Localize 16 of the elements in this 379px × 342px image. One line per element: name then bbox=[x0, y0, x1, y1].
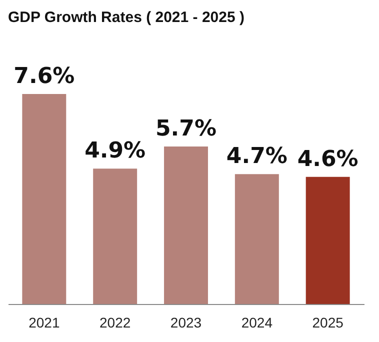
data-label: 7.6% bbox=[14, 64, 75, 89]
x-tick-label: 2025 bbox=[312, 314, 344, 330]
bar bbox=[234, 174, 279, 304]
bar bbox=[93, 168, 138, 304]
data-label: 4.9% bbox=[84, 138, 146, 164]
bar bbox=[306, 176, 350, 304]
data-label: 5.7% bbox=[155, 116, 217, 142]
x-tick-label: 2022 bbox=[100, 314, 131, 330]
x-tick-label: 2023 bbox=[170, 314, 202, 330]
data-label: 4.6% bbox=[297, 146, 358, 172]
bar bbox=[164, 146, 208, 304]
x-tick-label: 2024 bbox=[241, 314, 273, 330]
bar bbox=[22, 94, 66, 304]
data-label: 4.7% bbox=[226, 144, 288, 170]
x-tick-label: 2021 bbox=[28, 314, 60, 330]
chart-title: GDP Growth Rates ( 2021 - 2025 ) bbox=[8, 9, 244, 26]
